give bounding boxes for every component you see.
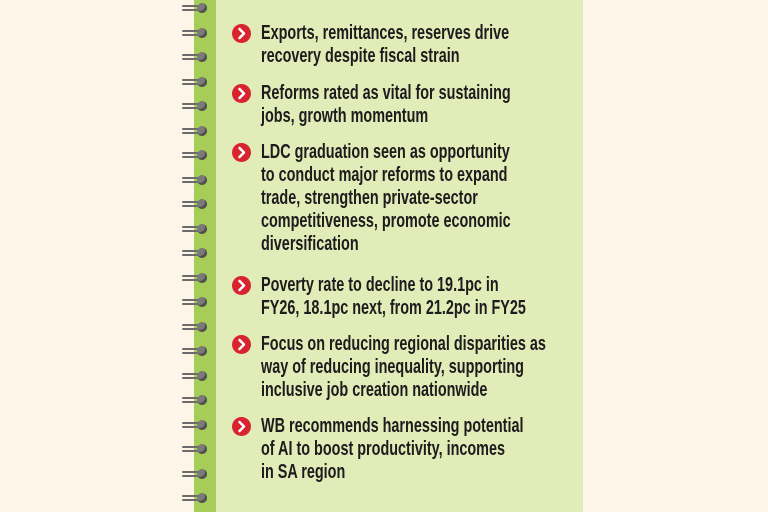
- chevron-right-circle-icon: [232, 143, 251, 162]
- spiral-ring-icon: [182, 27, 210, 38]
- bullet-text: Poverty rate to decline to 19.1pc in FY2…: [261, 274, 526, 319]
- spiral-ring-icon: [182, 321, 210, 332]
- chevron-right-circle-icon: [232, 276, 251, 295]
- spiral-ring-icon: [182, 468, 210, 479]
- spiral-ring-icon: [182, 174, 210, 185]
- chevron-right-circle-icon: [232, 84, 251, 103]
- spiral-ring-icon: [182, 199, 210, 209]
- chevron-right-circle-icon: [232, 24, 251, 43]
- spiral-ring-icon: [182, 370, 210, 381]
- spiral-ring-icon: [182, 272, 210, 283]
- chevron-right-circle-icon: [232, 335, 251, 354]
- spiral-ring-icon: [182, 150, 210, 160]
- spiral-ring-icon: [182, 248, 210, 258]
- spiral-ring-icon: [182, 419, 210, 430]
- bullet-text: Reforms rated as vital for sustaining jo…: [261, 82, 511, 127]
- spiral-ring-icon: [182, 125, 210, 136]
- spiral-ring-icon: [182, 101, 210, 111]
- bullet-text: Exports, remittances, reserves drive rec…: [261, 22, 510, 67]
- bullet-text: LDC graduation seen as opportunity to co…: [261, 141, 511, 255]
- spiral-ring-icon: [182, 444, 210, 454]
- spiral-ring-icon: [182, 76, 210, 87]
- spiral-ring-icon: [182, 346, 210, 356]
- spiral-ring-icon: [182, 395, 210, 405]
- spiral-ring-icon: [182, 52, 210, 62]
- spiral-ring-icon: [182, 297, 210, 307]
- chevron-right-circle-icon: [232, 417, 251, 436]
- bullet-text: Focus on reducing regional disparities a…: [261, 333, 546, 401]
- spiral-ring-icon: [182, 493, 210, 503]
- spiral-ring-icon: [182, 3, 210, 13]
- spiral-ring-icon: [182, 223, 210, 234]
- notebook-page: [216, 0, 583, 512]
- bullet-text: WB recommends harnessing potential of AI…: [261, 415, 524, 483]
